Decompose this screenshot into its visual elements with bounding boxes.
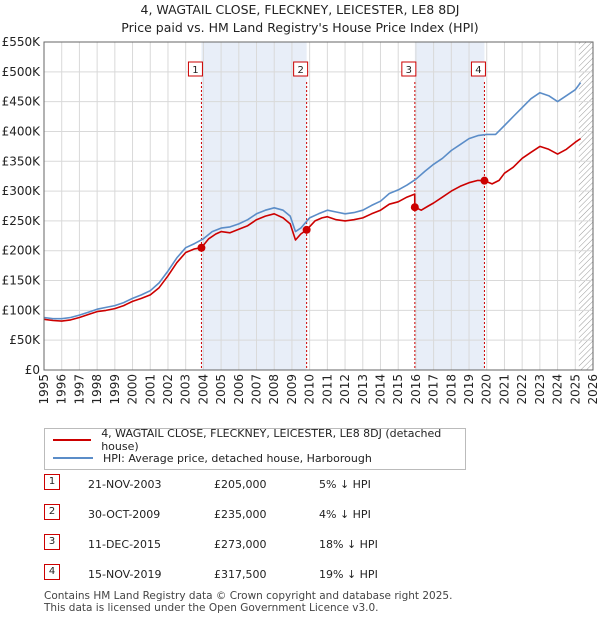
transaction-hpi-diff: 19% ↓ HPI <box>319 568 378 581</box>
x-tick-label: 2026 <box>586 374 600 405</box>
x-tick-label: 2009 <box>285 374 299 405</box>
transaction-number-badge: 3 <box>44 534 60 550</box>
y-tick-label: £550K <box>2 35 42 49</box>
y-tick-label: £250K <box>2 214 42 228</box>
x-tick-label: 2011 <box>320 374 334 405</box>
x-tick-label: 1998 <box>90 374 104 405</box>
x-tick-label: 2024 <box>551 374 565 405</box>
footer-license: This data is licensed under the Open Gov… <box>44 602 379 614</box>
footer-copyright: Contains HM Land Registry data © Crown c… <box>44 590 453 602</box>
table-row: 1 21-NOV-2003 £205,000 5% ↓ HPI <box>44 474 444 496</box>
chart-subtitle: Price paid vs. HM Land Registry's House … <box>121 20 479 35</box>
shaded-ownership-span <box>414 42 485 370</box>
x-tick-label: 2003 <box>179 374 193 405</box>
x-tick-label: 2007 <box>250 374 264 405</box>
hpi-series-line <box>43 82 582 320</box>
y-tick-label: £500K <box>2 65 42 79</box>
chart-legend: 4, WAGTAIL CLOSE, FLECKNEY, LEICESTER, L… <box>44 427 466 470</box>
x-tick-label: 1997 <box>72 374 86 405</box>
transaction-price: £273,000 <box>214 538 267 551</box>
transaction-label-box <box>470 61 486 77</box>
y-tick-label: £300K <box>2 184 42 198</box>
x-tick-label: 2020 <box>480 374 494 405</box>
legend-swatch-price-paid <box>53 439 92 441</box>
legend-item-price-paid: 4, WAGTAIL CLOSE, FLECKNEY, LEICESTER, L… <box>53 427 465 453</box>
legend-item-hpi: HPI: Average price, detached house, Harb… <box>53 450 372 466</box>
shaded-ownership-span <box>201 42 307 370</box>
x-tick-label: 2000 <box>126 374 140 405</box>
transaction-label-box <box>187 61 203 77</box>
x-tick-label: 2018 <box>444 374 458 405</box>
x-tick-label: 2013 <box>356 374 370 405</box>
transaction-hpi-diff: 4% ↓ HPI <box>319 508 371 521</box>
x-tick-label: 2019 <box>462 374 476 405</box>
transaction-label-text: 4 <box>475 65 481 76</box>
transaction-label-box <box>401 61 417 77</box>
transaction-number-badge: 4 <box>44 564 60 580</box>
x-tick-label: 2001 <box>143 374 157 405</box>
legend-label-price-paid: 4, WAGTAIL CLOSE, FLECKNEY, LEICESTER, L… <box>101 427 442 453</box>
y-tick-label: £450K <box>2 95 42 109</box>
x-tick-label: 1999 <box>108 374 122 405</box>
transaction-price: £235,000 <box>214 508 267 521</box>
x-tick-label: 2002 <box>161 374 175 405</box>
x-tick-label: 2022 <box>515 374 529 405</box>
transaction-point <box>410 203 419 212</box>
hatched-projection-region <box>578 42 593 370</box>
x-tick-label: 2021 <box>497 374 511 405</box>
transaction-number-badge: 1 <box>44 474 60 490</box>
table-row: 2 30-OCT-2009 £235,000 4% ↓ HPI <box>44 504 444 526</box>
transaction-date: 21-NOV-2003 <box>88 478 162 491</box>
y-tick-label: £50K <box>9 333 41 347</box>
y-tick-label: £400K <box>2 124 42 138</box>
transaction-point <box>480 176 489 185</box>
x-tick-label: 2014 <box>373 374 387 405</box>
footer-attribution: Contains HM Land Registry data © Crown c… <box>44 590 452 614</box>
transaction-label-text: 1 <box>192 65 198 76</box>
transaction-date: 11-DEC-2015 <box>88 538 162 551</box>
legend-label-hpi: HPI: Average price, detached house, Harb… <box>103 451 372 465</box>
plot-frame <box>43 41 594 371</box>
transaction-date: 30-OCT-2009 <box>88 508 161 521</box>
transaction-label-text: 3 <box>406 65 412 76</box>
transaction-price: £317,500 <box>214 568 267 581</box>
legend-swatch-hpi <box>53 457 93 459</box>
transaction-point <box>197 243 206 252</box>
price-paid-series-line <box>43 137 582 322</box>
transaction-price: £205,000 <box>214 478 267 491</box>
y-tick-label: £0 <box>25 363 40 377</box>
x-tick-label: 2025 <box>568 374 582 405</box>
x-tick-label: 2008 <box>267 374 281 405</box>
y-tick-label: £350K <box>2 154 42 168</box>
x-tick-label: 2010 <box>303 374 317 405</box>
transaction-number-badge: 2 <box>44 504 60 520</box>
y-tick-label: £200K <box>2 244 42 258</box>
x-tick-label: 2004 <box>196 374 210 405</box>
transaction-hpi-diff: 18% ↓ HPI <box>319 538 378 551</box>
transaction-label-text: 2 <box>297 65 303 76</box>
x-tick-label: 2016 <box>409 374 423 405</box>
table-row: 4 15-NOV-2019 £317,500 19% ↓ HPI <box>44 564 444 586</box>
transaction-hpi-diff: 5% ↓ HPI <box>319 478 371 491</box>
x-tick-label: 1996 <box>55 374 69 405</box>
transaction-point <box>302 225 311 234</box>
x-tick-label: 2017 <box>427 374 441 405</box>
x-tick-label: 2012 <box>338 374 352 405</box>
x-tick-label: 1995 <box>37 374 51 405</box>
table-row: 3 11-DEC-2015 £273,000 18% ↓ HPI <box>44 534 444 556</box>
x-tick-label: 2006 <box>232 374 246 405</box>
transaction-label-box <box>293 61 309 77</box>
x-tick-label: 2023 <box>533 374 547 405</box>
transaction-date: 15-NOV-2019 <box>88 568 162 581</box>
price-chart: 1 2 3 4 £0 £50K £100K £150K £200K £250K £300K £350… <box>2 35 600 405</box>
chart-title: 4, WAGTAIL CLOSE, FLECKNEY, LEICESTER, L… <box>140 2 460 17</box>
y-tick-label: £100K <box>2 303 42 317</box>
y-tick-label: £150K <box>2 274 42 288</box>
x-tick-label: 2015 <box>391 374 405 405</box>
x-tick-label: 2005 <box>214 374 228 405</box>
